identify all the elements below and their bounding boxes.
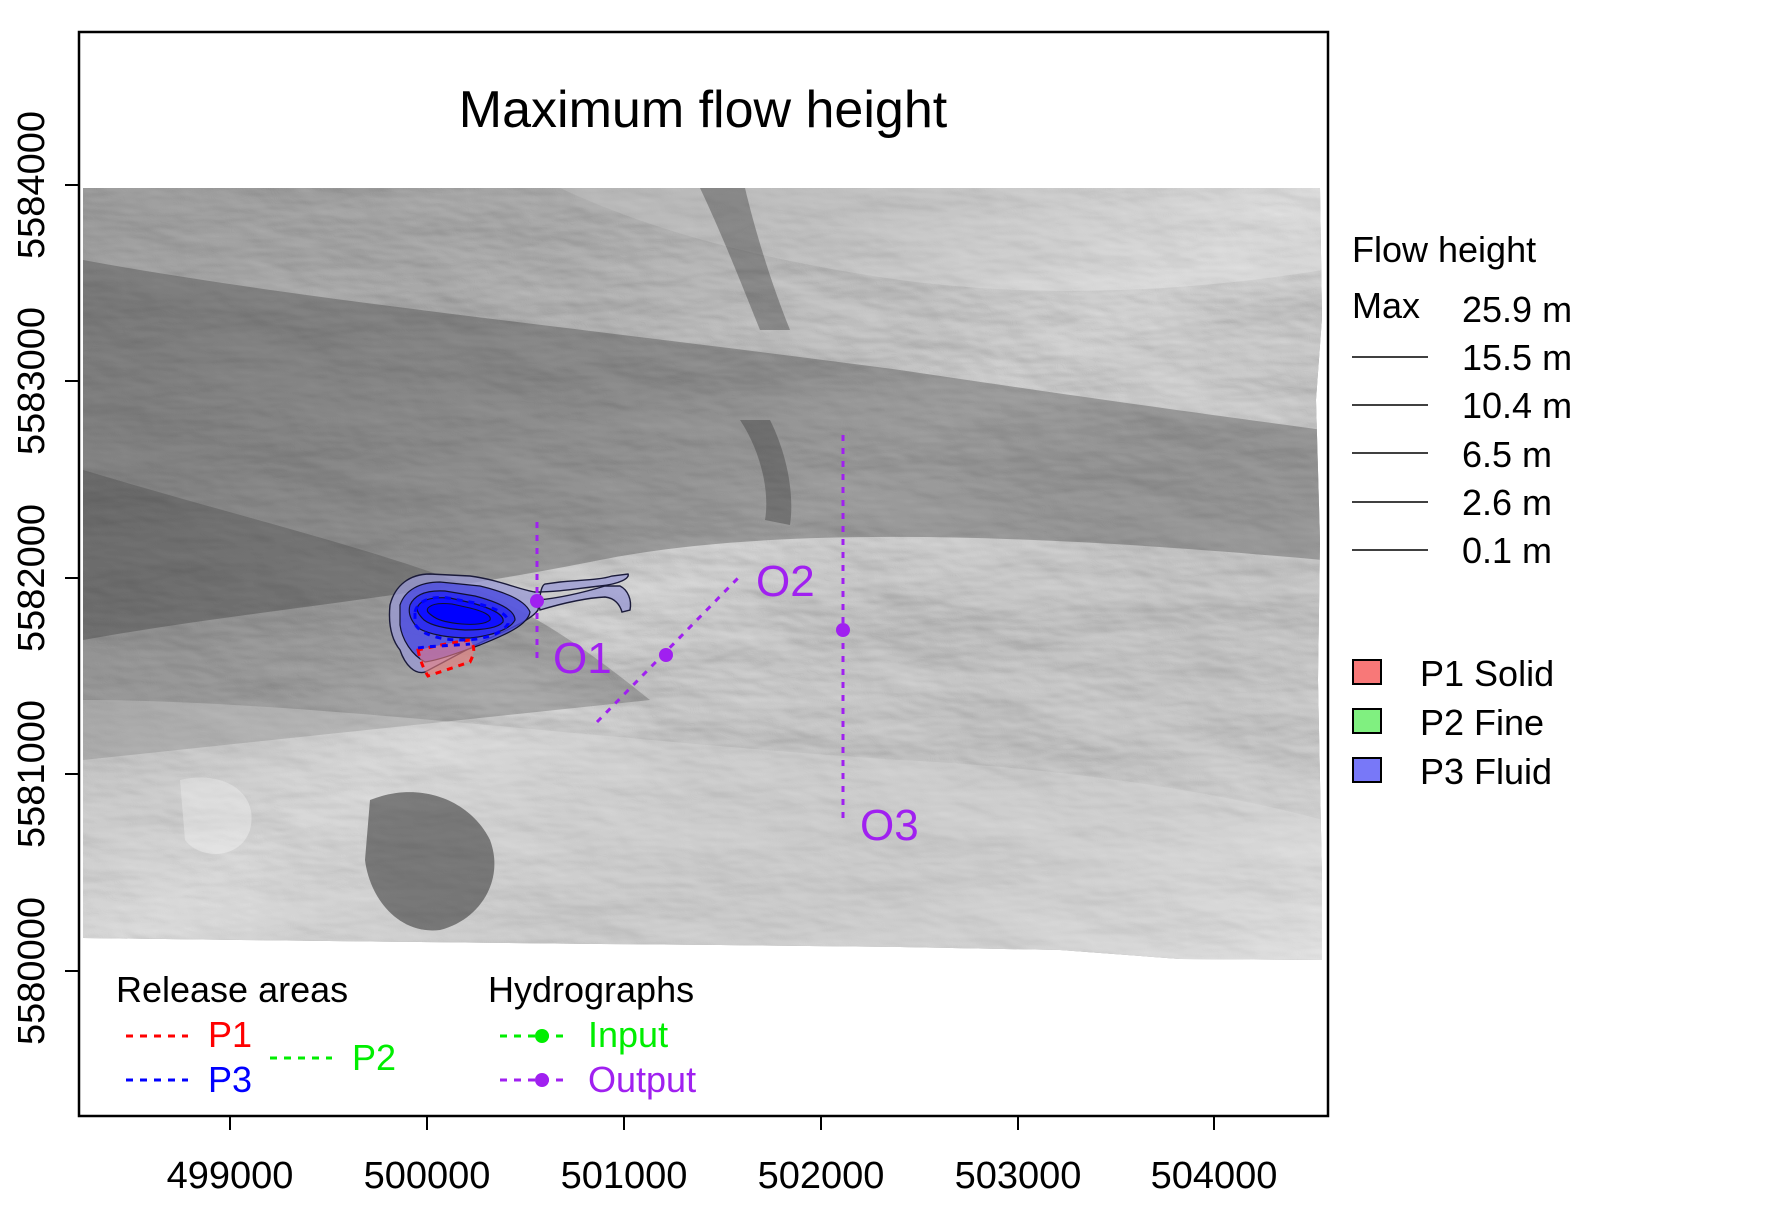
legend-release-title: Release areas (116, 969, 348, 1010)
legend-hydro-title: Hydrographs (488, 969, 694, 1010)
hydrographs (535, 435, 845, 822)
legend-level-label: 0.1 m (1462, 530, 1552, 571)
hydrograph-label-o1: O1 (553, 634, 612, 683)
hydrograph-label-o2: O2 (756, 557, 815, 606)
x-axis (229, 1116, 1215, 1130)
legend-flow-height: Flow height Max 25.9 m 15.5 m 10.4 m 6.5… (1352, 229, 1572, 571)
legend-p3-fluid-swatch (1352, 757, 1382, 783)
y-tick-label: 5583000 (11, 307, 53, 455)
legend-p2-fine-swatch (1352, 708, 1382, 734)
legend-p3-label: P3 (208, 1059, 252, 1100)
x-tick-label: 503000 (955, 1155, 1082, 1197)
legend-level-label: 15.5 m (1462, 337, 1572, 378)
legend-level-label: 2.6 m (1462, 482, 1552, 523)
legend-level-label: 25.9 m (1462, 289, 1572, 330)
release-area-p3 (413, 596, 510, 642)
hydrograph-o2-line (595, 574, 742, 724)
legend-flow-title: Flow height (1352, 229, 1536, 270)
legend-p2-label: P2 (352, 1037, 396, 1078)
legend-output-point (535, 1073, 549, 1087)
legend-hydrographs: Hydrographs Input Output (488, 969, 696, 1100)
legend-phases: P1 Solid P2 Fine P3 Fluid (1352, 653, 1554, 792)
flow-contour-5 (426, 602, 491, 625)
x-tick-label: 504000 (1151, 1155, 1278, 1197)
y-tick-labels: 5580000 5581000 5582000 5583000 5584000 (11, 111, 53, 1045)
legend-level-label: 6.5 m (1462, 434, 1552, 475)
legend-output-label: Output (588, 1059, 696, 1100)
release-area-p1 (416, 638, 476, 678)
hydrograph-label-o3: O3 (860, 801, 919, 850)
legend-p1-label: P1 (208, 1014, 252, 1055)
legend-max-label: Max (1352, 285, 1420, 326)
hydrograph-o1-point (530, 594, 544, 608)
plot-frame (77, 30, 1330, 1118)
legend-p1-solid-swatch (1352, 659, 1382, 685)
map-title: Maximum flow height (459, 81, 948, 139)
release-areas (413, 596, 510, 678)
x-tick-label: 501000 (561, 1155, 688, 1197)
x-tick-label: 499000 (167, 1155, 294, 1197)
x-tick-labels: 499000 500000 501000 502000 503000 50400… (167, 1155, 1278, 1197)
legend-p1-solid-label: P1 Solid (1420, 653, 1554, 694)
hillshade-raster (83, 188, 1322, 960)
legend-p2-fine-label: P2 Fine (1420, 702, 1544, 743)
legend-input-label: Input (588, 1014, 668, 1055)
y-tick-label: 5584000 (11, 111, 53, 259)
legend-level-label: 10.4 m (1462, 385, 1572, 426)
legend-p3-fluid-label: P3 Fluid (1420, 751, 1552, 792)
x-tick-label: 500000 (364, 1155, 491, 1197)
y-tick-label: 5581000 (11, 700, 53, 848)
y-tick-label: 5582000 (11, 504, 53, 652)
legend-release-areas: Release areas P1 P3 P2 (116, 969, 396, 1100)
hydrograph-o3-point (836, 623, 850, 637)
legend-input-point (535, 1029, 549, 1043)
y-axis (65, 184, 79, 972)
y-tick-label: 5580000 (11, 897, 53, 1045)
hydrograph-o2-point (659, 648, 673, 662)
x-tick-label: 502000 (758, 1155, 885, 1197)
